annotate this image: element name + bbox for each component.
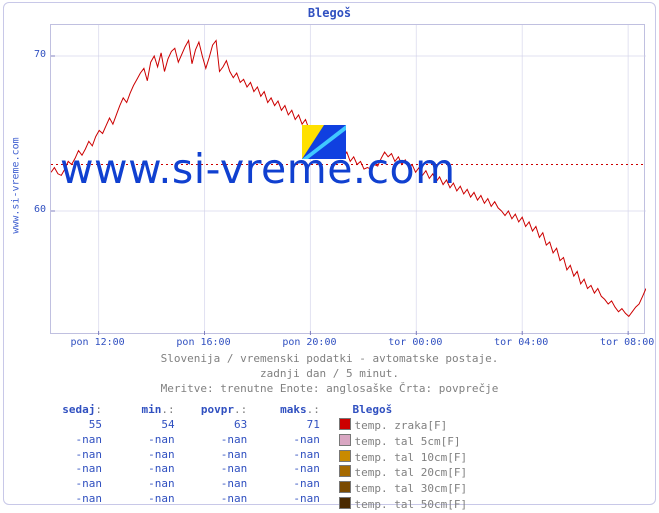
x-tick-label: tor 08:00 bbox=[587, 337, 659, 348]
table-cell: -nan bbox=[109, 477, 175, 492]
legend-row: temp. tal 5cm[F] bbox=[327, 434, 468, 450]
table-cell: 54 bbox=[109, 418, 175, 433]
table-cell: -nan bbox=[181, 462, 247, 477]
legend-swatch bbox=[339, 465, 351, 477]
table-cell: -nan bbox=[36, 448, 102, 463]
table-cell: -nan bbox=[36, 433, 102, 448]
table-cell: -nan bbox=[254, 433, 320, 448]
x-tick-label: pon 16:00 bbox=[164, 337, 244, 348]
legend-label: temp. tal 10cm[F] bbox=[355, 451, 468, 464]
table-cell: -nan bbox=[109, 448, 175, 463]
table-cell: -nan bbox=[109, 492, 175, 507]
x-tick-label: tor 00:00 bbox=[375, 337, 455, 348]
watermark-text: www.si-vreme.com bbox=[60, 145, 640, 193]
x-tick-label: tor 04:00 bbox=[481, 337, 561, 348]
table-cell: -nan bbox=[254, 448, 320, 463]
table-cell: -nan bbox=[36, 477, 102, 492]
legend-swatch bbox=[339, 418, 351, 430]
table-cell: -nan bbox=[36, 492, 102, 507]
legend-row: temp. zraka[F] bbox=[327, 418, 468, 434]
table-cell: -nan bbox=[181, 433, 247, 448]
caption-line: zadnji dan / 5 minut. bbox=[0, 367, 659, 382]
legend-label: temp. tal 20cm[F] bbox=[355, 466, 468, 479]
data-table: sedaj:55-nan-nan-nan-nan-nan min.:54-nan… bbox=[36, 403, 467, 513]
legend-swatch bbox=[339, 450, 351, 462]
legend-label: temp. tal 30cm[F] bbox=[355, 482, 468, 495]
table-cell: 63 bbox=[181, 418, 247, 433]
y-tick-label: 70 bbox=[6, 49, 46, 60]
legend-row: temp. tal 50cm[F] bbox=[327, 497, 468, 513]
table-cell: -nan bbox=[181, 477, 247, 492]
x-tick-label: pon 20:00 bbox=[269, 337, 349, 348]
caption-line: Slovenija / vremenski podatki - avtomats… bbox=[0, 352, 659, 367]
legend-row: temp. tal 20cm[F] bbox=[327, 465, 468, 481]
table-cell: -nan bbox=[254, 462, 320, 477]
table-cell: -nan bbox=[254, 477, 320, 492]
legend-swatch bbox=[339, 497, 351, 509]
table-cell: -nan bbox=[36, 462, 102, 477]
legend-row: temp. tal 30cm[F] bbox=[327, 481, 468, 497]
table-cell: 71 bbox=[254, 418, 320, 433]
x-tick-label: pon 12:00 bbox=[58, 337, 138, 348]
y-tick-label: 60 bbox=[6, 204, 46, 215]
table-cell: -nan bbox=[109, 433, 175, 448]
table-cell: -nan bbox=[181, 492, 247, 507]
table-cell: -nan bbox=[181, 448, 247, 463]
table-header: povpr.: bbox=[181, 403, 247, 418]
legend-swatch bbox=[339, 481, 351, 493]
y-axis-label: www.si-vreme.com bbox=[11, 136, 22, 236]
legend-label: temp. tal 5cm[F] bbox=[355, 435, 461, 448]
chart-captions: Slovenija / vremenski podatki - avtomats… bbox=[0, 352, 659, 397]
legend-swatch bbox=[339, 434, 351, 446]
legend-label: temp. tal 50cm[F] bbox=[355, 498, 468, 511]
caption-line: Meritve: trenutne Enote: anglosaške Črta… bbox=[0, 382, 659, 397]
table-cell: 55 bbox=[36, 418, 102, 433]
legend-row: temp. tal 10cm[F] bbox=[327, 450, 468, 466]
chart-title: Blegoš bbox=[0, 6, 659, 20]
table-cell: -nan bbox=[109, 462, 175, 477]
legend-label: temp. zraka[F] bbox=[355, 419, 448, 432]
table-header: sedaj: bbox=[36, 403, 102, 418]
table-header: maks.: bbox=[254, 403, 320, 418]
table-header: Blegoš bbox=[327, 403, 468, 418]
table-header: min.: bbox=[109, 403, 175, 418]
table-cell: -nan bbox=[254, 492, 320, 507]
